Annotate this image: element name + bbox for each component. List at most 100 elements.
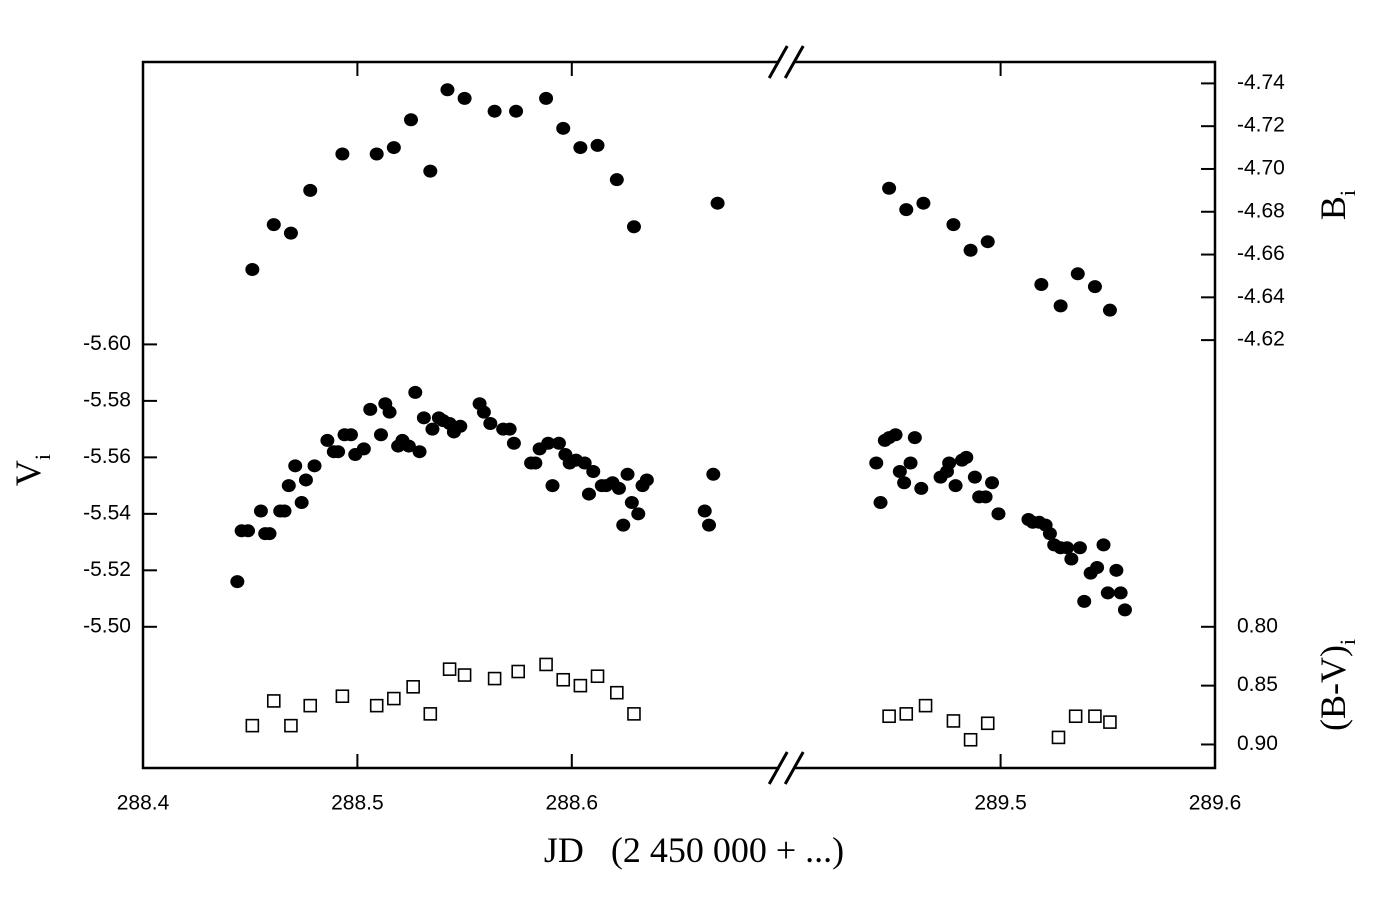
- circle-point: [706, 467, 721, 481]
- circle-point: [303, 183, 318, 197]
- circle-point: [241, 524, 256, 538]
- circle-point: [382, 405, 397, 419]
- circle-point: [245, 263, 260, 277]
- circle-point: [369, 147, 384, 161]
- square-point: [1103, 715, 1117, 729]
- circle-point: [556, 121, 571, 135]
- circle-point: [967, 470, 982, 484]
- circle-point: [991, 507, 1006, 521]
- circle-point: [335, 147, 350, 161]
- circle-point: [869, 456, 884, 470]
- y2-axis-title-main: B: [1313, 196, 1353, 220]
- circle-point: [1064, 552, 1079, 566]
- square-point: [487, 671, 502, 686]
- x-tick-label: 288.5: [331, 792, 384, 815]
- y-axis-title-main: V: [8, 460, 48, 486]
- circle-point: [573, 141, 588, 155]
- square-point: [946, 714, 961, 728]
- y-tick-label: -5.54: [83, 501, 131, 524]
- axis-break-mark: [783, 751, 805, 785]
- circle-point: [616, 518, 631, 532]
- circle-point: [942, 456, 957, 470]
- circle-point: [946, 218, 961, 232]
- y3-tick-label: 0.85: [1237, 673, 1278, 696]
- circle-point: [626, 220, 641, 234]
- square-point: [369, 698, 384, 713]
- circle-point: [903, 456, 918, 470]
- square-point: [303, 698, 318, 713]
- circle-point: [1072, 541, 1087, 555]
- circle-point: [283, 226, 298, 240]
- y2-axis-title-sub: i: [1335, 190, 1360, 196]
- square-point: [610, 685, 624, 700]
- x-tick-label: 288.4: [117, 792, 170, 815]
- y-tick-label: -5.60: [83, 332, 131, 355]
- y-tick-label: -5.52: [83, 558, 131, 581]
- circle-point: [440, 83, 455, 97]
- circle-point: [948, 479, 963, 493]
- square-point: [573, 678, 588, 693]
- circle-point: [980, 235, 995, 249]
- square-point: [457, 668, 472, 682]
- square-point: [963, 732, 978, 747]
- circle-point: [453, 419, 468, 433]
- circle-point: [483, 416, 498, 430]
- circle-point: [697, 504, 712, 518]
- circle-point: [577, 456, 592, 470]
- square-point: [1088, 709, 1102, 724]
- circle-point: [611, 481, 626, 495]
- square-point: [882, 709, 896, 724]
- square-point: [511, 664, 526, 679]
- x-axis-title: JD (2 450 000 + ...): [544, 830, 844, 870]
- circle-point: [457, 91, 472, 105]
- square-point: [1051, 730, 1066, 745]
- square-point: [556, 672, 571, 687]
- circle-point: [356, 442, 371, 456]
- circle-point: [710, 196, 725, 210]
- circle-point: [1109, 563, 1124, 577]
- circle-point: [509, 104, 524, 118]
- axis-break-mark: [767, 45, 789, 79]
- circle-point: [1090, 560, 1105, 574]
- y2-axis-title: Bi: [1313, 190, 1360, 220]
- circle-point: [1117, 603, 1132, 617]
- circle-point: [502, 422, 517, 436]
- square-point: [980, 716, 995, 731]
- circle-point: [408, 385, 423, 399]
- x-tick-label: 289.6: [1189, 792, 1242, 815]
- circle-point: [702, 518, 717, 532]
- y3-tick-label: 0.90: [1237, 732, 1278, 755]
- circle-point: [425, 422, 440, 436]
- circle-point: [266, 218, 281, 232]
- y2-tick-label: -4.66: [1237, 242, 1285, 265]
- circle-point: [620, 467, 635, 481]
- circle-point: [1100, 586, 1115, 600]
- y-tick-label: -5.50: [83, 614, 131, 637]
- circle-point: [907, 431, 922, 445]
- y2-tick-label: -4.64: [1237, 285, 1285, 308]
- circle-point: [624, 496, 639, 510]
- circle-point: [888, 428, 903, 442]
- circle-point: [1077, 594, 1092, 608]
- plot-frame: [141, 60, 1217, 770]
- circle-point: [288, 459, 303, 473]
- circle-point: [897, 476, 912, 490]
- circle-point: [253, 504, 268, 518]
- square-point: [387, 691, 401, 706]
- circle-point: [230, 575, 245, 589]
- circle-point: [551, 436, 566, 450]
- axis-break-mark: [783, 45, 805, 79]
- circle-point: [294, 496, 309, 510]
- circle-point: [363, 402, 378, 416]
- square-point: [335, 689, 350, 704]
- circle-point: [528, 456, 543, 470]
- circle-point: [639, 473, 654, 487]
- x-tick-label: 289.5: [974, 792, 1027, 815]
- y3-tick-label: 0.80: [1237, 614, 1278, 637]
- y2-tick-label: -4.68: [1237, 199, 1285, 222]
- circle-point: [978, 490, 993, 504]
- circle-point: [1096, 538, 1111, 552]
- circle-point: [873, 496, 888, 510]
- circle-point: [1034, 277, 1049, 291]
